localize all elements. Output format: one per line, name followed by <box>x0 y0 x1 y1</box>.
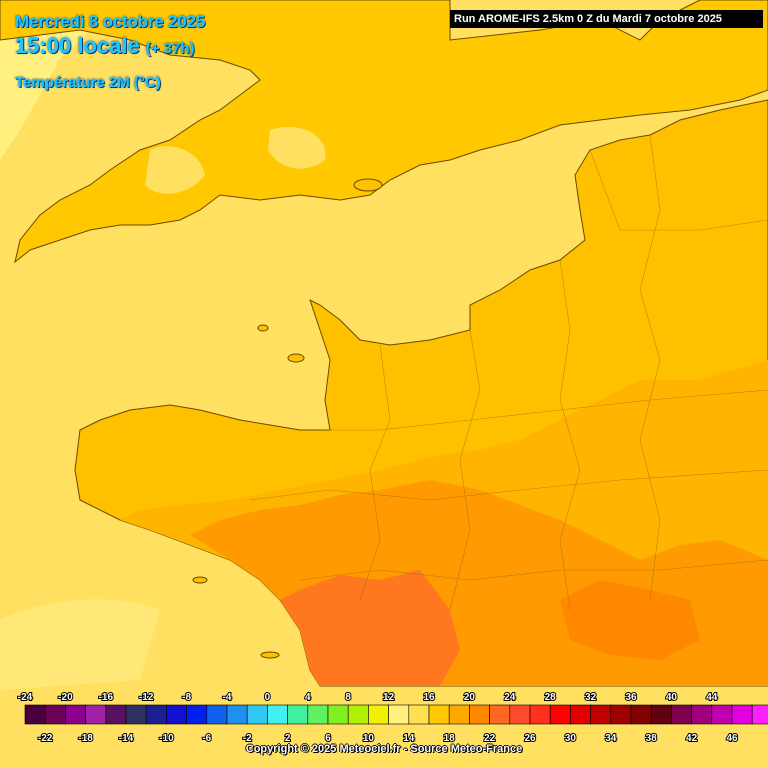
legend-cell <box>44 704 66 725</box>
forecast-offset: (+ 37h) <box>145 40 195 57</box>
legend-label: 28 <box>545 692 557 703</box>
england-cool-zone <box>145 146 205 194</box>
legend-label: 36 <box>625 692 637 703</box>
legend-label: -20 <box>58 692 73 703</box>
legend-bottom-labels: -22 -18 -14 -10 -6 -2 2 6 10 14 18 22 26 30 34 38 42 46 <box>37 732 739 745</box>
belle-ile <box>192 576 208 584</box>
legend-label: 10 <box>363 733 375 744</box>
department-borders <box>249 134 768 611</box>
legend-cell <box>610 704 632 725</box>
legend-cell <box>226 704 248 725</box>
legend-label: 0 <box>265 692 271 703</box>
legend-label: -22 <box>38 733 53 744</box>
ile-de-re <box>260 651 280 659</box>
legend-cell <box>731 704 753 725</box>
legend-label: -6 <box>202 733 211 744</box>
legend-cell <box>650 704 672 725</box>
legend-cell <box>549 704 571 725</box>
legend-cell <box>448 704 470 725</box>
warm-zone-22-east <box>560 580 700 660</box>
legend-label: -2 <box>243 733 252 744</box>
legend-cell <box>489 704 511 725</box>
legend-label: 40 <box>666 692 678 703</box>
legend-label: -12 <box>139 692 154 703</box>
legend-cell <box>125 704 147 725</box>
legend-cell <box>671 704 692 725</box>
legend-cell <box>630 704 652 725</box>
legend-label: 20 <box>464 692 476 703</box>
legend-cell <box>408 704 430 725</box>
legend-cell <box>166 704 187 725</box>
legend-label: 26 <box>524 733 536 744</box>
legend-cell <box>509 704 531 725</box>
parameter-title: Température 2M (°C) <box>15 74 161 91</box>
legend-label: -8 <box>182 692 191 703</box>
legend-label: -18 <box>78 733 93 744</box>
legend-label: 30 <box>565 733 577 744</box>
forecast-local-time: 15:00 locale <box>15 33 140 58</box>
legend-cell <box>307 704 329 725</box>
color-scale-legend: -24 -20 -16 -12 -8 -4 0 4 8 12 16 20 24 28 32 36 40 44 -2… <box>17 691 768 745</box>
legend-label: -16 <box>99 692 114 703</box>
legend-label: -4 <box>223 692 232 703</box>
legend-cell <box>347 704 369 725</box>
legend-label: 46 <box>726 733 738 744</box>
legend-label: 14 <box>403 733 415 744</box>
legend-cell <box>428 704 450 725</box>
legend-cell <box>186 704 208 725</box>
legend-label: -10 <box>159 733 174 744</box>
england-land <box>0 0 768 264</box>
legend-cell <box>85 704 107 725</box>
legend-label: 38 <box>646 733 658 744</box>
legend-cell <box>570 704 591 725</box>
sea-cool-zone-south <box>0 599 160 690</box>
legend-cell <box>206 704 228 725</box>
legend-label: 18 <box>444 733 456 744</box>
legend-label: 4 <box>305 692 311 703</box>
legend-cell <box>246 704 268 725</box>
legend-cell <box>327 704 349 725</box>
legend-label: 42 <box>686 733 698 744</box>
legend-cell <box>469 704 490 725</box>
legend-label: 24 <box>504 692 516 703</box>
sea-cool-zone <box>0 0 120 160</box>
legend-label: 6 <box>325 733 331 744</box>
legend-label: 16 <box>423 692 435 703</box>
legend-cell <box>368 704 389 725</box>
legend-label: 2 <box>285 733 291 744</box>
legend-cell <box>529 704 551 725</box>
legend-top-labels: -24 -20 -16 -12 -8 -4 0 4 8 12 16 20 24 28 32 36 40 44 <box>17 691 719 704</box>
legend-cell <box>24 704 46 725</box>
legend-label: 32 <box>585 692 597 703</box>
forecast-time: 15:00 locale (+ 37h) <box>15 33 195 59</box>
legend-cell <box>267 704 288 725</box>
legend-label: -24 <box>18 692 33 703</box>
legend-cell <box>388 704 410 725</box>
legend-label: 34 <box>605 733 617 744</box>
legend-label: 8 <box>345 692 351 703</box>
legend-label: -14 <box>119 733 134 744</box>
legend-label: 22 <box>484 733 496 744</box>
warm-zone-22 <box>280 570 460 686</box>
legend-label: 12 <box>383 692 395 703</box>
legend-cell <box>711 704 733 725</box>
forecast-date: Mercredi 8 octobre 2025 <box>15 12 206 31</box>
england-cool-zone-2 <box>268 126 326 169</box>
legend-cell <box>590 704 612 725</box>
legend-label: 44 <box>706 692 718 703</box>
guernsey-island <box>257 324 269 332</box>
jersey-island <box>287 353 305 363</box>
legend-cell <box>145 704 167 725</box>
legend-cell <box>65 704 86 725</box>
copyright-notice: Copyright © 2025 Meteociel.fr - Source M… <box>245 743 523 755</box>
legend-cell <box>751 704 768 725</box>
legend-cell <box>105 704 127 725</box>
legend-cell <box>287 704 309 725</box>
model-run-label: Run AROME-IFS 2.5km 0 Z du Mardi 7 octob… <box>450 10 763 28</box>
legend-color-cells <box>24 704 768 725</box>
legend-cell <box>691 704 713 725</box>
isle-of-wight <box>353 178 383 192</box>
